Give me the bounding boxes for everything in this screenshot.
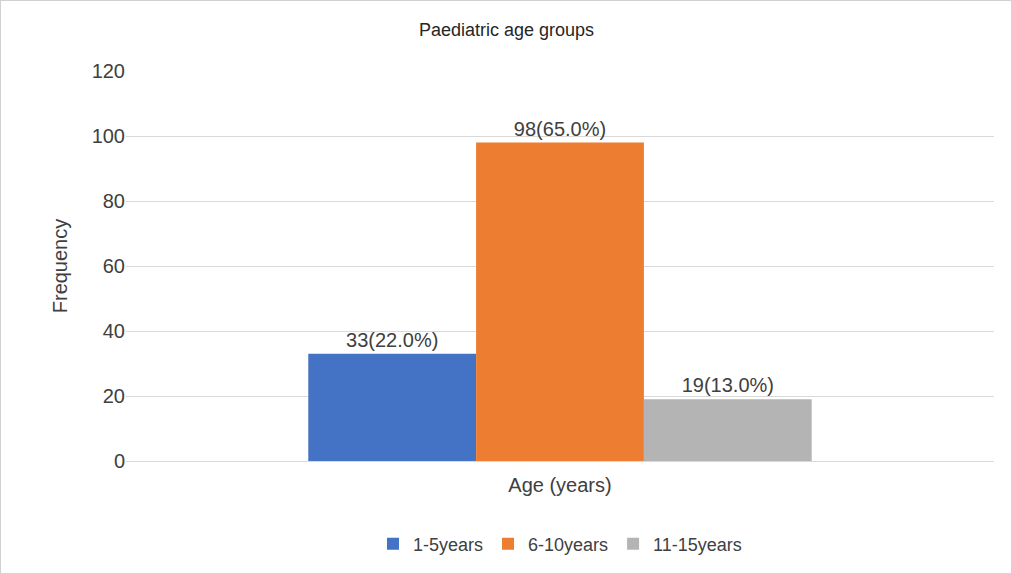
svg-text:6-10years: 6-10years xyxy=(528,535,608,555)
svg-text:60: 60 xyxy=(103,255,125,277)
svg-text:Frequency: Frequency xyxy=(49,219,71,314)
svg-text:40: 40 xyxy=(103,320,125,342)
svg-text:80: 80 xyxy=(103,190,125,212)
svg-text:33(22.0%): 33(22.0%) xyxy=(346,329,438,351)
svg-text:120: 120 xyxy=(92,60,125,82)
svg-text:98(65.0%): 98(65.0%) xyxy=(514,118,606,140)
svg-text:20: 20 xyxy=(103,385,125,407)
svg-text:Age (years): Age (years) xyxy=(508,474,611,496)
svg-text:11-15years: 11-15years xyxy=(653,535,742,555)
svg-text:100: 100 xyxy=(92,125,125,147)
svg-text:0: 0 xyxy=(114,450,125,472)
svg-text:Paediatric age groups: Paediatric age groups xyxy=(419,20,594,40)
svg-text:19(13.0%): 19(13.0%) xyxy=(682,374,774,396)
svg-text:1-5years: 1-5years xyxy=(413,535,483,555)
